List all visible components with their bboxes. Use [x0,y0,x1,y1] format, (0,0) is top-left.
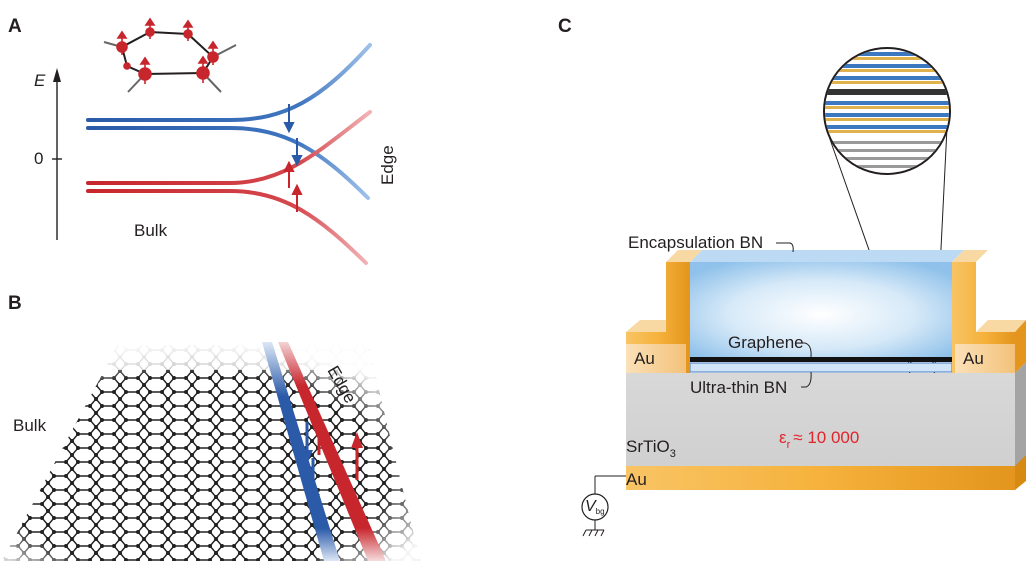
encapsulation-bn-label: Encapsulation BN [628,233,763,252]
srtio3-substrate [626,362,1026,478]
edge-beams [262,342,386,561]
left-contact-gold [626,250,702,373]
graphene-channel [690,357,952,362]
ultrathin-bn-layer [689,362,953,373]
epsilon-subscript: r [787,439,791,451]
spin-hexagon-icon [103,17,237,93]
gate-voltage-source-icon [581,475,626,537]
left-au-label: Au [634,349,655,368]
graphene-layer [825,89,949,95]
right-au-label: Au [963,349,984,368]
graphene-label: Graphene [728,333,804,352]
gate-subscript: bg [596,507,605,516]
panel-b: B Bulk Edge [2,293,420,561]
epsilon-symbol: ε [779,428,787,447]
energy-axis-label: E [34,71,46,90]
panel-a: A E 0 [8,16,397,265]
energy-axis [52,68,62,240]
epsilon-value: ≈ 10 000 [793,428,859,447]
ultrathin-bn-label: Ultra-thin BN [690,378,787,397]
srtio3-label: SrTiO3 [626,437,676,460]
label-leaders [776,242,812,388]
permittivity-label: εr ≈ 10 000 [779,428,859,451]
bottom-gate-gold [626,455,1026,490]
right-contact-gold [952,250,1026,373]
srtio3-subscript: 3 [670,448,676,460]
panel-b-letter: B [8,293,22,314]
substrate-lattice [825,141,949,168]
gate-v: V [585,498,597,515]
bn-bottom-layers [825,101,949,133]
bottom-au-label: Au [626,470,647,489]
panel-a-edge-label: Edge [378,145,397,185]
panel-a-bulk-label: Bulk [134,221,168,240]
panel-b-bulk-label: Bulk [13,416,47,435]
srtio3-text: SrTiO [626,437,670,456]
encapsulation-bn-block [690,250,964,357]
magnified-heterostructure [823,47,951,383]
panel-a-letter: A [8,16,22,37]
zero-tick-label: 0 [34,149,43,168]
edge-spin-arrows [283,104,303,212]
band-curves [86,43,372,265]
gate-voltage-label: Vbg [585,498,605,516]
panel-c: C [558,16,1026,537]
panel-c-letter: C [558,16,572,37]
bn-top-layers [825,52,949,84]
